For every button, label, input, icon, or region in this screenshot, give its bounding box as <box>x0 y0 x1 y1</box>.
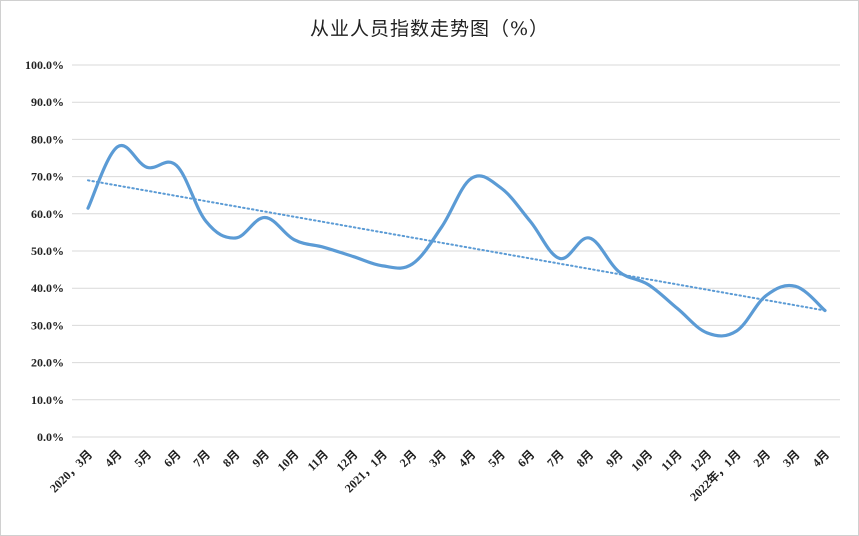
y-tick-label: 90.0% <box>31 95 64 109</box>
x-tick-label: 9月 <box>249 447 272 470</box>
x-tick-label: 5月 <box>131 447 154 470</box>
x-tick-label: 3月 <box>426 447 449 470</box>
y-tick-label: 50.0% <box>31 244 64 258</box>
trendline <box>87 179 826 312</box>
x-tick-label: 10月 <box>275 447 302 474</box>
x-tick-label: 8月 <box>220 447 243 470</box>
y-tick-label: 30.0% <box>31 318 64 332</box>
y-tick-label: 70.0% <box>31 170 64 184</box>
y-tick-label: 100.0% <box>25 58 64 72</box>
x-tick-label: 9月 <box>603 447 626 470</box>
x-tick-label: 6月 <box>161 447 184 470</box>
y-axis-ticks: 0.0% 10.0% 20.0% 30.0% 40.0% 50.0% 60.0% 70.0% 8… <box>25 58 64 444</box>
x-tick-label: 4月 <box>102 447 125 470</box>
x-tick-label: 6月 <box>515 447 538 470</box>
x-tick-label: 2022年，1月 <box>686 447 743 504</box>
chart-title: 从业人员指数走势图（%） <box>309 18 550 40</box>
x-tick-label: 4月 <box>456 447 479 470</box>
series-line <box>86 143 827 338</box>
x-tick-label: 7月 <box>190 447 213 470</box>
y-tick-label: 0.0% <box>37 430 64 444</box>
x-tick-label: 3月 <box>780 447 803 470</box>
x-tick-label: 2020，3月 <box>47 447 95 495</box>
x-tick-label: 11月 <box>658 447 684 473</box>
x-tick-label: 2月 <box>751 447 774 470</box>
x-tick-label: 4月 <box>809 447 832 470</box>
y-tick-label: 20.0% <box>31 356 64 370</box>
y-tick-label: 10.0% <box>31 393 64 407</box>
x-tick-label: 11月 <box>305 447 331 473</box>
x-tick-label: 5月 <box>485 447 508 470</box>
y-tick-label: 80.0% <box>31 132 64 146</box>
x-tick-label: 8月 <box>574 447 597 470</box>
gridlines <box>72 64 840 438</box>
x-tick-label: 7月 <box>544 447 567 470</box>
y-tick-label: 40.0% <box>31 281 64 295</box>
x-tick-label: 10月 <box>628 447 655 474</box>
x-tick-label: 2月 <box>397 447 420 470</box>
y-tick-label: 60.0% <box>31 207 64 221</box>
